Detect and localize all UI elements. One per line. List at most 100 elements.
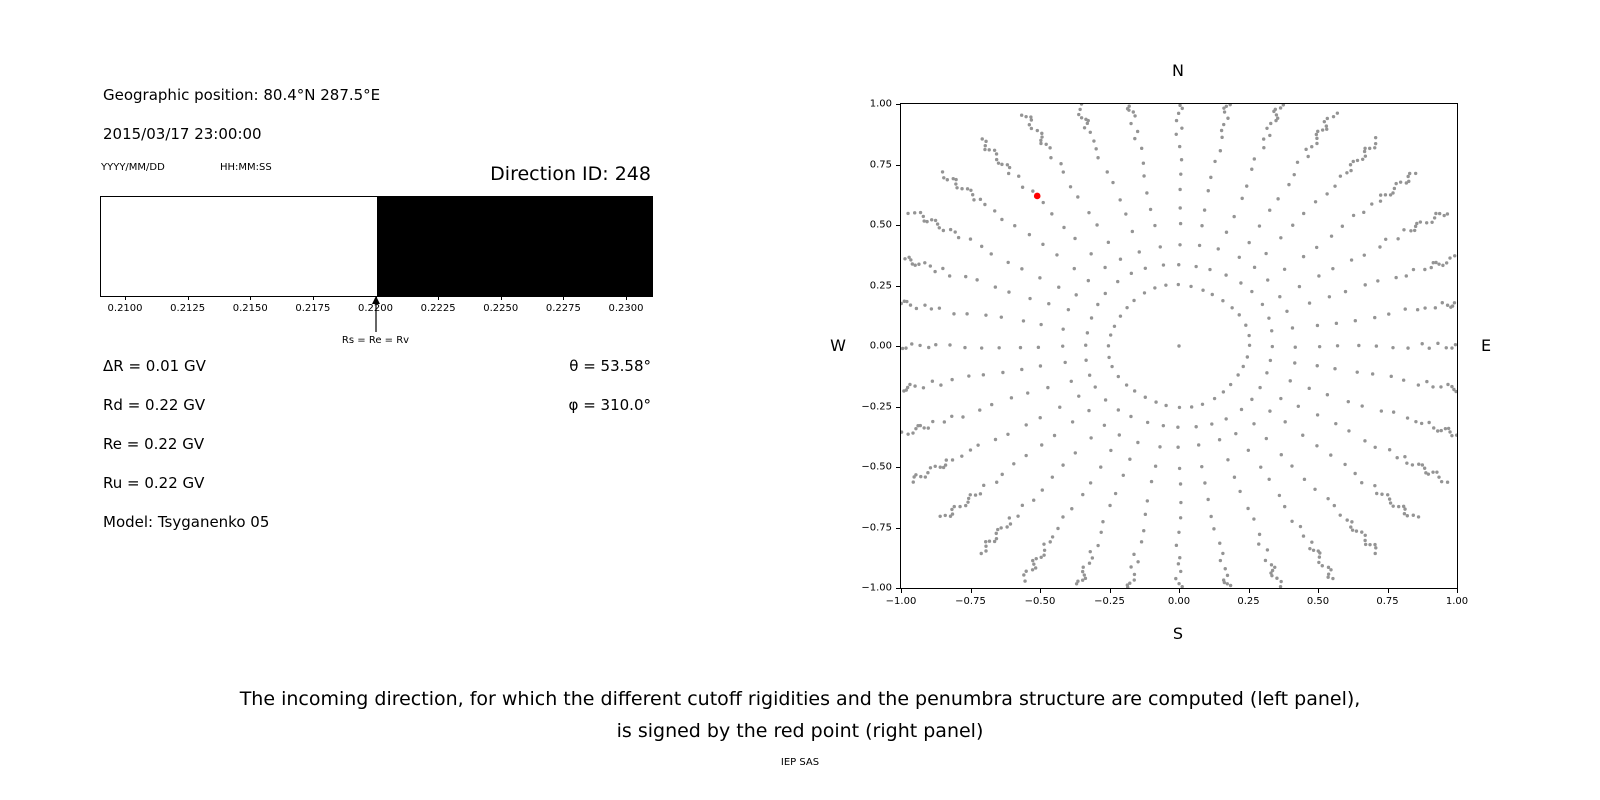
grid-dot — [1132, 572, 1137, 577]
grid-dot — [1265, 126, 1269, 130]
grid-dot — [1281, 104, 1286, 107]
grid-dot — [1429, 265, 1433, 270]
grid-dot — [1061, 344, 1065, 348]
grid-dot — [1257, 224, 1262, 228]
grid-dot — [1178, 187, 1182, 192]
grid-dot — [1018, 345, 1023, 350]
grid-dot — [1446, 426, 1451, 431]
grid-dot — [1387, 497, 1392, 501]
grid-dot — [1252, 422, 1256, 426]
grid-dot — [1206, 497, 1210, 502]
grid-dot — [922, 426, 926, 430]
grid-dot — [1419, 421, 1424, 426]
penumbra-band-forbidden — [376, 197, 652, 296]
grid-dot — [1224, 273, 1228, 277]
grid-dot — [1221, 299, 1225, 303]
grid-dot — [1212, 527, 1216, 531]
x-tick-label: −0.25 — [1094, 596, 1125, 607]
grid-dot — [1040, 443, 1044, 447]
grid-dot — [1194, 264, 1198, 269]
grid-dot — [1317, 555, 1322, 559]
grid-dot — [1402, 512, 1407, 516]
grid-dot — [1096, 302, 1100, 307]
grid-dot — [1027, 232, 1032, 237]
grid-dot — [1052, 433, 1057, 438]
y-tick-label: 0.75 — [869, 159, 892, 170]
grid-dot — [1024, 114, 1028, 119]
grid-dot — [948, 343, 952, 347]
grid-dot — [1452, 301, 1457, 305]
grid-dot — [1129, 565, 1133, 569]
grid-dot — [1055, 253, 1059, 257]
grid-dot — [906, 432, 910, 436]
grid-dot — [1288, 379, 1292, 383]
grid-dot — [1443, 426, 1448, 431]
grid-dot — [1048, 540, 1052, 544]
grid-dot — [1270, 344, 1275, 349]
grid-dot — [1279, 453, 1283, 457]
grid-dot — [1033, 566, 1038, 570]
grid-dot — [1267, 316, 1271, 320]
grid-dot — [947, 274, 952, 278]
grid-dot — [1000, 472, 1004, 477]
grid-dot — [1032, 562, 1036, 566]
penumbra-tick-mark — [250, 296, 252, 300]
grid-dot — [1436, 341, 1440, 346]
grid-dot — [1005, 163, 1010, 167]
penumbra-arrow — [371, 296, 380, 332]
grid-dot — [1089, 316, 1094, 320]
grid-dot — [1283, 420, 1287, 424]
grid-dot — [1084, 358, 1088, 362]
grid-dot — [1099, 465, 1103, 469]
grid-dot — [1027, 123, 1032, 127]
grid-dot — [1417, 462, 1421, 466]
grid-dot — [1001, 370, 1005, 375]
grid-dot — [1274, 113, 1279, 117]
grid-dot — [1096, 156, 1100, 160]
grid-dot — [1059, 162, 1063, 166]
grid-dot — [954, 177, 958, 182]
grid-dot — [1403, 455, 1407, 459]
grid-dot — [1345, 171, 1349, 175]
grid-dot — [994, 531, 998, 536]
grid-dot — [1178, 556, 1182, 560]
grid-dot — [1391, 345, 1395, 350]
grid-dot — [960, 454, 964, 458]
grid-dot — [1405, 514, 1410, 518]
grid-dot — [935, 222, 940, 226]
grid-dot — [968, 448, 973, 452]
grid-dot — [1039, 322, 1043, 327]
grid-dot — [1245, 184, 1249, 188]
grid-dot — [1338, 513, 1342, 517]
x-tick-label: 1.00 — [1445, 596, 1469, 607]
x-tick-mark — [1457, 589, 1458, 593]
grid-dot — [1048, 146, 1052, 150]
grid-dot — [1349, 525, 1353, 529]
grid-dot — [1000, 162, 1004, 167]
grid-dot — [1432, 216, 1437, 220]
grid-dot — [1154, 400, 1158, 404]
grid-dot — [922, 219, 926, 223]
arrow-head-icon — [371, 296, 380, 304]
grid-dot — [1437, 262, 1441, 266]
grid-dot — [1008, 522, 1013, 526]
grid-dot — [1239, 407, 1244, 412]
grid-dot — [1363, 542, 1368, 547]
grid-dot — [1106, 344, 1111, 348]
grid-dot — [1224, 417, 1228, 421]
grid-dot — [1058, 405, 1062, 409]
grid-dot — [1388, 193, 1393, 197]
grid-dot — [1269, 571, 1273, 575]
y-tick-mark — [896, 164, 900, 166]
grid-dot — [1177, 344, 1181, 348]
grid-dot — [1218, 541, 1222, 545]
grid-dot — [1039, 555, 1043, 559]
grid-dot — [1380, 492, 1384, 496]
grid-dot — [913, 211, 917, 215]
grid-dot — [978, 197, 983, 202]
grid-dot — [1143, 395, 1147, 399]
grid-dot — [1259, 465, 1263, 469]
grid-dot — [1000, 217, 1004, 222]
grid-dot — [940, 170, 945, 174]
grid-dot — [1153, 223, 1157, 228]
